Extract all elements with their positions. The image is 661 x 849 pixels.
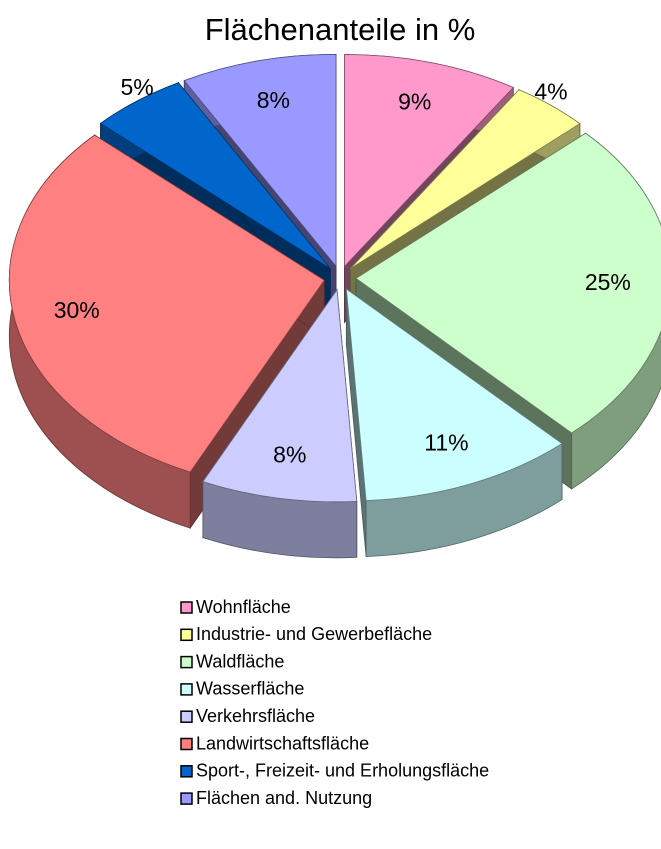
legend-swatch [180, 737, 193, 751]
legend-swatch [180, 792, 193, 805]
data-label: 8% [273, 441, 306, 467]
legend-swatch [180, 628, 193, 642]
legend-label: Waldfläche [196, 651, 284, 671]
legend-swatch [180, 655, 193, 669]
legend-label: Verkehrsfläche [196, 706, 315, 726]
legend-swatch [180, 601, 193, 614]
slice [349, 89, 581, 270]
data-label: 11% [424, 430, 468, 456]
data-label: 5% [121, 74, 154, 100]
legend-swatch [180, 710, 193, 723]
slice [344, 54, 514, 268]
data-label: 30% [54, 297, 100, 323]
slice [183, 53, 337, 268]
legend-label: Wohnfläche [196, 597, 291, 617]
data-label: 25% [585, 269, 631, 295]
pie-tops [8, 53, 661, 503]
slice [345, 288, 563, 502]
legend-label: Flächen and. Nutzung [196, 788, 372, 808]
legend-label: Wasserfläche [196, 679, 304, 699]
legend-swatch [180, 765, 193, 778]
data-label: 4% [534, 78, 567, 104]
legend-label: Sport-, Freizeit- und Erholungsfläche [196, 761, 489, 781]
slice [8, 134, 325, 473]
legend-label: Landwirtschaftsfläche [196, 733, 369, 753]
slice [355, 132, 661, 434]
legend-swatch [180, 683, 193, 696]
legend-label: Industrie- und Gewerbefläche [196, 624, 432, 644]
slice [99, 82, 331, 269]
data-label: 8% [257, 87, 290, 113]
data-label: 9% [398, 89, 431, 115]
slice [202, 288, 358, 503]
chart-title: Flächenanteile in % [205, 12, 476, 47]
